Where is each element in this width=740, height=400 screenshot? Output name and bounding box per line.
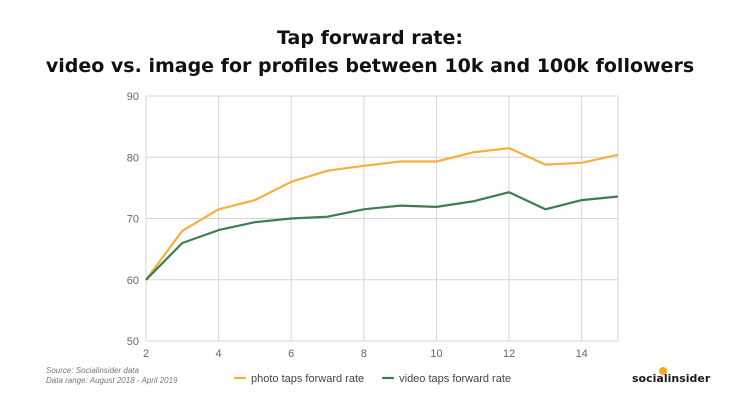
x-tick-label: 2 [143,348,149,360]
legend: photo taps forward rate video taps forwar… [234,373,511,385]
x-tick-label: 6 [288,348,294,360]
y-axis-ticks: 50 60 70 80 90 [127,91,139,348]
series-line [145,191,619,281]
series-lines [145,147,619,281]
x-tick-label: 8 [361,348,367,360]
y-tick-label: 50 [127,336,139,348]
source-note: Source: Socialinsider data [46,366,139,375]
x-tick-label: 4 [216,348,222,360]
x-axis-ticks: 2 4 6 8 10 12 14 [143,348,588,360]
legend-label: photo taps forward rate [251,373,364,385]
brand-logo: socialinsider [632,372,711,385]
y-tick-label: 80 [127,152,139,164]
series-line [145,147,619,281]
logo-dot-icon [659,367,667,375]
chart-subtitle: video vs. image for profiles between 10k… [45,55,695,77]
y-tick-label: 90 [127,91,139,103]
data-range-note: Data range: August 2018 - April 2019 [46,376,178,385]
x-tick-label: 12 [503,348,515,360]
chart-title: Tap forward rate: [277,27,463,49]
grid-lines [145,95,619,342]
x-tick-label: 10 [430,348,442,360]
y-tick-label: 60 [127,275,139,287]
y-tick-label: 70 [127,214,139,226]
x-tick-label: 14 [576,348,588,360]
legend-label: video taps forward rate [399,373,511,385]
